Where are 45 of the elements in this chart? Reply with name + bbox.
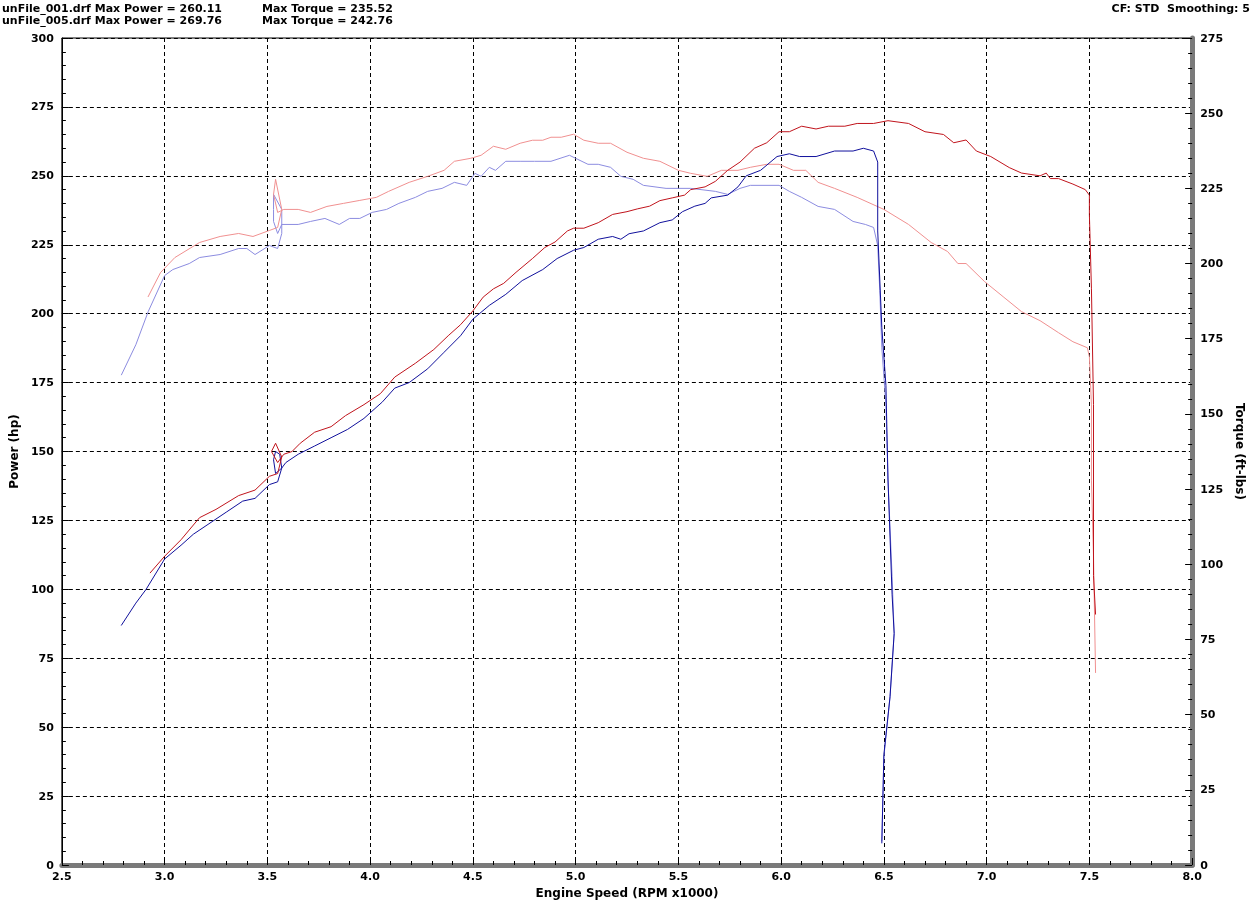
y-tick-label: 125	[30, 513, 54, 527]
x-tick-label: 4.5	[463, 870, 483, 883]
y2-tick-label: 250	[1200, 106, 1224, 120]
x-tick-label: 6.5	[874, 870, 894, 883]
y-tick-label: 200	[30, 307, 55, 321]
y2-tick-label: 150	[1200, 407, 1224, 421]
x-tick-label: 4.0	[360, 870, 381, 883]
y-tick-label: 100	[30, 582, 55, 596]
x-tick-label: 7.5	[1079, 870, 1100, 883]
y2-tick-label: 275	[1200, 31, 1224, 45]
y-tick-label: 300	[30, 31, 55, 45]
y2-axis-title: Torque (ft-lbs)	[1233, 403, 1247, 500]
y2-tick-label: 75	[1200, 632, 1216, 646]
y2-tick-label: 225	[1200, 181, 1224, 195]
y-tick-label: 275	[30, 100, 54, 114]
y2-tick-label: 50	[1200, 708, 1216, 722]
text: CF: STD Smoothing: 5	[1111, 2, 1251, 15]
text: Max Torque = 235.52	[262, 2, 393, 15]
y-tick-label: 50	[38, 720, 55, 734]
text: unFile_005.drf Max Power = 269.76	[2, 14, 223, 27]
y-axis-title: Power (hp)	[7, 414, 21, 489]
y-tick-label: 150	[30, 445, 55, 458]
y2-tick-label: 100	[1200, 557, 1224, 571]
y2-tick-label: 200	[1200, 257, 1224, 271]
y-tick-label: 250	[30, 169, 55, 183]
text: unFile_001.drf Max Power = 260.11	[2, 2, 223, 15]
y-tick-label: 175	[30, 376, 54, 390]
x-tick-label: 5.0	[565, 870, 586, 883]
y-tick-label: 75	[38, 651, 54, 665]
y-tick-label: 0	[46, 858, 55, 872]
x-tick-label: 7.0	[976, 870, 997, 883]
y-tick-label: 25	[38, 789, 54, 803]
y2-tick-label: 0	[1200, 858, 1209, 872]
x-tick-label: 5.5	[668, 870, 689, 883]
y2-tick-label: 175	[1200, 332, 1224, 346]
text: Max Torque = 242.76	[262, 14, 394, 27]
x-tick-label: 8.0	[1182, 870, 1203, 883]
y2-tick-label: 25	[1200, 783, 1216, 797]
x-axis-title: Engine Speed (RPM x1000)	[535, 886, 719, 900]
x-tick-label: 2.5	[52, 870, 72, 883]
x-tick-label: 6.0	[771, 870, 792, 883]
x-tick-label: 3.5	[257, 870, 278, 883]
x-tick-label: 3.0	[154, 870, 175, 883]
y-tick-label: 225	[30, 238, 54, 252]
y2-tick-label: 125	[1200, 482, 1224, 496]
